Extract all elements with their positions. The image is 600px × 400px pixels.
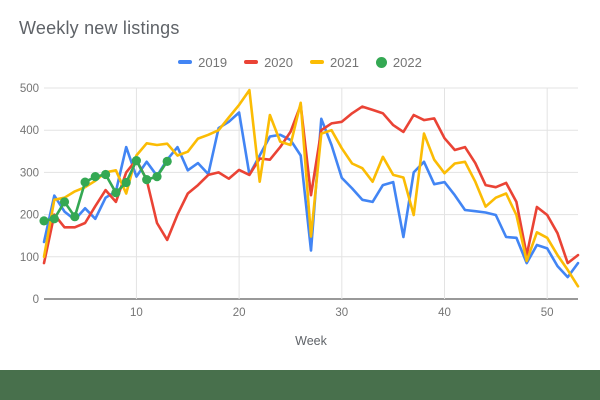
line-swatch-2021 bbox=[310, 60, 324, 64]
data-point-2022 bbox=[152, 172, 162, 182]
data-point-2022 bbox=[70, 212, 80, 222]
legend-label: 2019 bbox=[198, 54, 228, 70]
footer-bar bbox=[0, 370, 600, 400]
chart-title: Weekly new listings bbox=[19, 18, 180, 38]
data-point-2022 bbox=[162, 156, 172, 166]
y-tick-label: 100 bbox=[20, 252, 39, 264]
legend-label: 2021 bbox=[330, 54, 359, 70]
axis-labels: 0 100 200 300 400 500 10 20 30 40 50 Week bbox=[20, 83, 554, 348]
data-point-2022 bbox=[121, 177, 131, 188]
data-point-2022 bbox=[101, 169, 111, 180]
line-swatch-2019 bbox=[178, 60, 193, 64]
line-swatch-2020 bbox=[244, 60, 259, 64]
x-tick-label: 50 bbox=[541, 307, 554, 319]
circle-swatch-2022 bbox=[375, 56, 387, 68]
y-tick-label: 300 bbox=[20, 167, 39, 179]
data-point-2022 bbox=[49, 214, 59, 224]
x-tick-label: 10 bbox=[130, 307, 143, 319]
legend-item-2021: 2021 bbox=[310, 55, 359, 70]
x-axis-title: Week bbox=[295, 334, 327, 348]
x-tick-label: 30 bbox=[335, 307, 348, 319]
series-2022 bbox=[39, 156, 172, 226]
legend-item-2019: 2019 bbox=[178, 55, 227, 70]
y-tick-label: 400 bbox=[20, 125, 39, 137]
legend-item-2020: 2020 bbox=[244, 55, 293, 70]
legend-label: 2020 bbox=[264, 54, 293, 70]
legend: 2019 2020 2021 2022 bbox=[0, 53, 600, 71]
y-tick-label: 0 bbox=[33, 294, 39, 306]
y-tick-label: 200 bbox=[20, 210, 39, 222]
chart-canvas: 0 100 200 300 400 500 10 20 30 40 50 Week bbox=[20, 83, 580, 348]
y-tick-label: 500 bbox=[20, 83, 39, 95]
data-point-2022 bbox=[142, 175, 152, 185]
legend-item-2022: 2022 bbox=[375, 54, 422, 70]
legend-label: 2022 bbox=[392, 54, 422, 70]
data-point-2022 bbox=[111, 188, 121, 198]
data-point-2022 bbox=[131, 156, 141, 166]
data-point-2022 bbox=[39, 216, 49, 226]
data-point-2022 bbox=[90, 172, 100, 182]
data-point-2022 bbox=[59, 197, 70, 207]
data-point-2022 bbox=[80, 177, 90, 187]
x-tick-label: 20 bbox=[233, 307, 246, 319]
x-tick-label: 40 bbox=[438, 307, 451, 319]
